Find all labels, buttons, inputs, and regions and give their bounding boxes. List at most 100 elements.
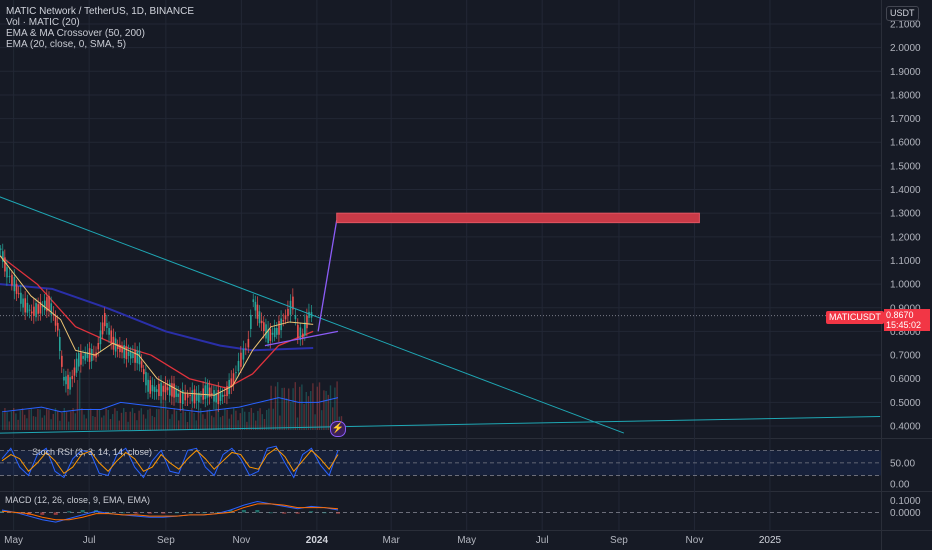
volume-bar [156,409,158,430]
macd-histogram-bar [120,512,125,514]
x-tick-label: May [4,535,23,546]
candle-body [24,298,27,313]
candle-body [108,328,110,335]
volume-bar [19,410,21,430]
candle-body [88,348,91,362]
candle-body [54,315,57,326]
volume-bar [138,410,140,430]
candle-body [265,324,267,339]
candle-body [171,383,173,397]
y-tick-label: 0.8000 [890,327,921,338]
candle-body [294,315,297,320]
x-tick-label: 2025 [759,535,782,546]
x-tick-label: May [457,535,476,546]
macd-histogram-bar [282,512,287,514]
volume-bar [182,408,184,430]
candle-body [30,311,33,314]
volume-bar [151,415,153,430]
bar-countdown: 15:45:02 [886,320,922,330]
candle-body [125,346,128,360]
candle-body [97,343,100,350]
candle-body [71,375,74,380]
x-tick-label: Sep [610,535,628,546]
ema-50-line [0,255,314,389]
candle-body [269,329,272,341]
candle-body [132,353,134,359]
volume-bar [215,409,217,430]
volume-bar [266,409,268,430]
candle-body [204,385,207,400]
candle-body [63,376,65,381]
candle-body [208,387,211,398]
volume-bar [219,417,222,430]
candle-body [151,385,154,392]
volume-bar [35,416,37,430]
symbol-title[interactable]: MATIC Network / TetherUS, 1D, BINANCE [6,6,195,17]
candle-body [41,305,44,308]
volume-bar [178,420,180,430]
volume-bar [112,414,114,430]
volume-bar [114,408,116,430]
stoch-rsi-label[interactable]: Stoch RSI (3, 3, 14, 14, close) [32,447,153,457]
indicator-ema-ma-crossover[interactable]: EMA & MA Crossover (50, 200) [6,28,145,39]
volume-bar [296,417,299,430]
volume-bar [43,415,46,430]
currency-button[interactable]: USDT [886,6,919,21]
candle-body [221,394,224,397]
candle-body [121,348,123,353]
indicator-ema[interactable]: EMA (20, close, 0, SMA, 5) [6,39,127,50]
candle-body [35,303,37,318]
candle-body [2,251,4,262]
candle-body [22,298,24,308]
candle-body [276,327,278,335]
volume-bar [303,403,305,430]
candle-body [43,300,46,311]
candle-body [273,328,276,338]
symbol-tag: MATICUSDT [826,311,884,324]
volume-bar [191,408,193,430]
macd-histogram-bar [228,510,233,513]
y-tick-label: 0.4000 [890,422,921,433]
volume-bar [239,413,241,430]
x-tick-label: Nov [232,535,250,546]
candle-body [175,388,177,397]
candle-body [75,358,78,373]
candle-body [65,376,67,385]
candles [0,243,313,412]
macd-histogram-bar [255,510,260,513]
ema-20-line [0,255,314,396]
x-tick-label: Sep [157,535,175,546]
volume-bar [283,387,285,430]
lightning-bolt-icon[interactable]: ⚡ [330,421,346,437]
current-price: 0.8670 [886,310,914,320]
volume-bar [189,411,191,430]
stoch-tick-label: 50.00 [890,458,915,469]
candle-body [26,302,29,313]
y-tick-label: 2.1000 [890,20,921,31]
candle-body [217,389,220,405]
macd-line [1,500,339,523]
volume-bar [222,415,224,430]
candle-body [110,330,113,345]
macd-label[interactable]: MACD (12, 26, close, 9, EMA, EMA) [5,495,151,505]
macd-histogram-bar [201,512,206,514]
macd-tick-label: 0.0000 [890,508,921,519]
volume-bar [195,420,197,430]
indicator-volume[interactable]: Vol · MATIC (20) [6,17,80,28]
volume-bar [107,410,109,430]
volume-bar [65,412,68,430]
volume-bar [213,417,215,430]
price-tag: 0.8670 15:45:02 [884,309,930,331]
volume-bar [206,409,208,430]
volume-bar [94,416,96,430]
volume-bar [50,419,52,430]
macd-histogram-bar [215,512,220,514]
macd-histogram-bar [241,510,246,513]
candle-body [28,309,31,311]
volume-bar [334,387,336,430]
candle-body [247,339,250,348]
y-tick-label: 1.0000 [890,280,921,291]
